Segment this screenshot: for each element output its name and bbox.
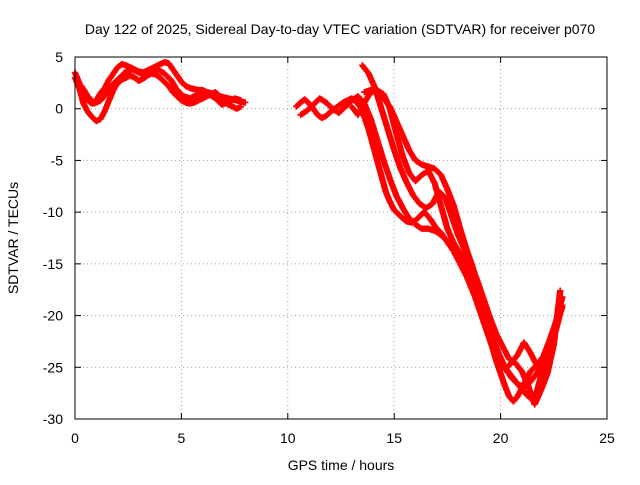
x-tick-label: 10 [280,430,296,446]
x-tick-label: 0 [71,430,79,446]
data-series [78,66,245,108]
grid [75,57,607,419]
data-point-markers [78,66,245,108]
x-tick-label: 5 [178,430,186,446]
y-tick-label: -30 [43,411,63,427]
data-point-markers [348,86,566,402]
y-tick-label: -5 [51,152,64,168]
y-tick-label: -10 [43,204,63,220]
x-tick-label: 15 [386,430,402,446]
data-points [71,59,566,408]
y-axis-label: SDTVAR / TECUs [5,182,21,294]
plot-frame [74,56,608,420]
x-tick-label: 25 [599,430,615,446]
y-tick-label: -25 [43,359,63,375]
y-tick-label: 5 [55,49,63,65]
y-tick-label: 0 [55,101,63,117]
axis-ticks: 0 5 10 15 20 25 5 0 -5 -10 -15 -20 -25 -30 [43,49,615,446]
data-series [348,86,566,402]
chart-title: Day 122 of 2025, Sidereal Day-to-day VTE… [85,21,595,37]
x-axis-label: GPS time / hours [288,457,395,473]
y-tick-label: -20 [43,308,63,324]
x-tick-label: 20 [493,430,509,446]
y-tick-label: -15 [43,256,63,272]
